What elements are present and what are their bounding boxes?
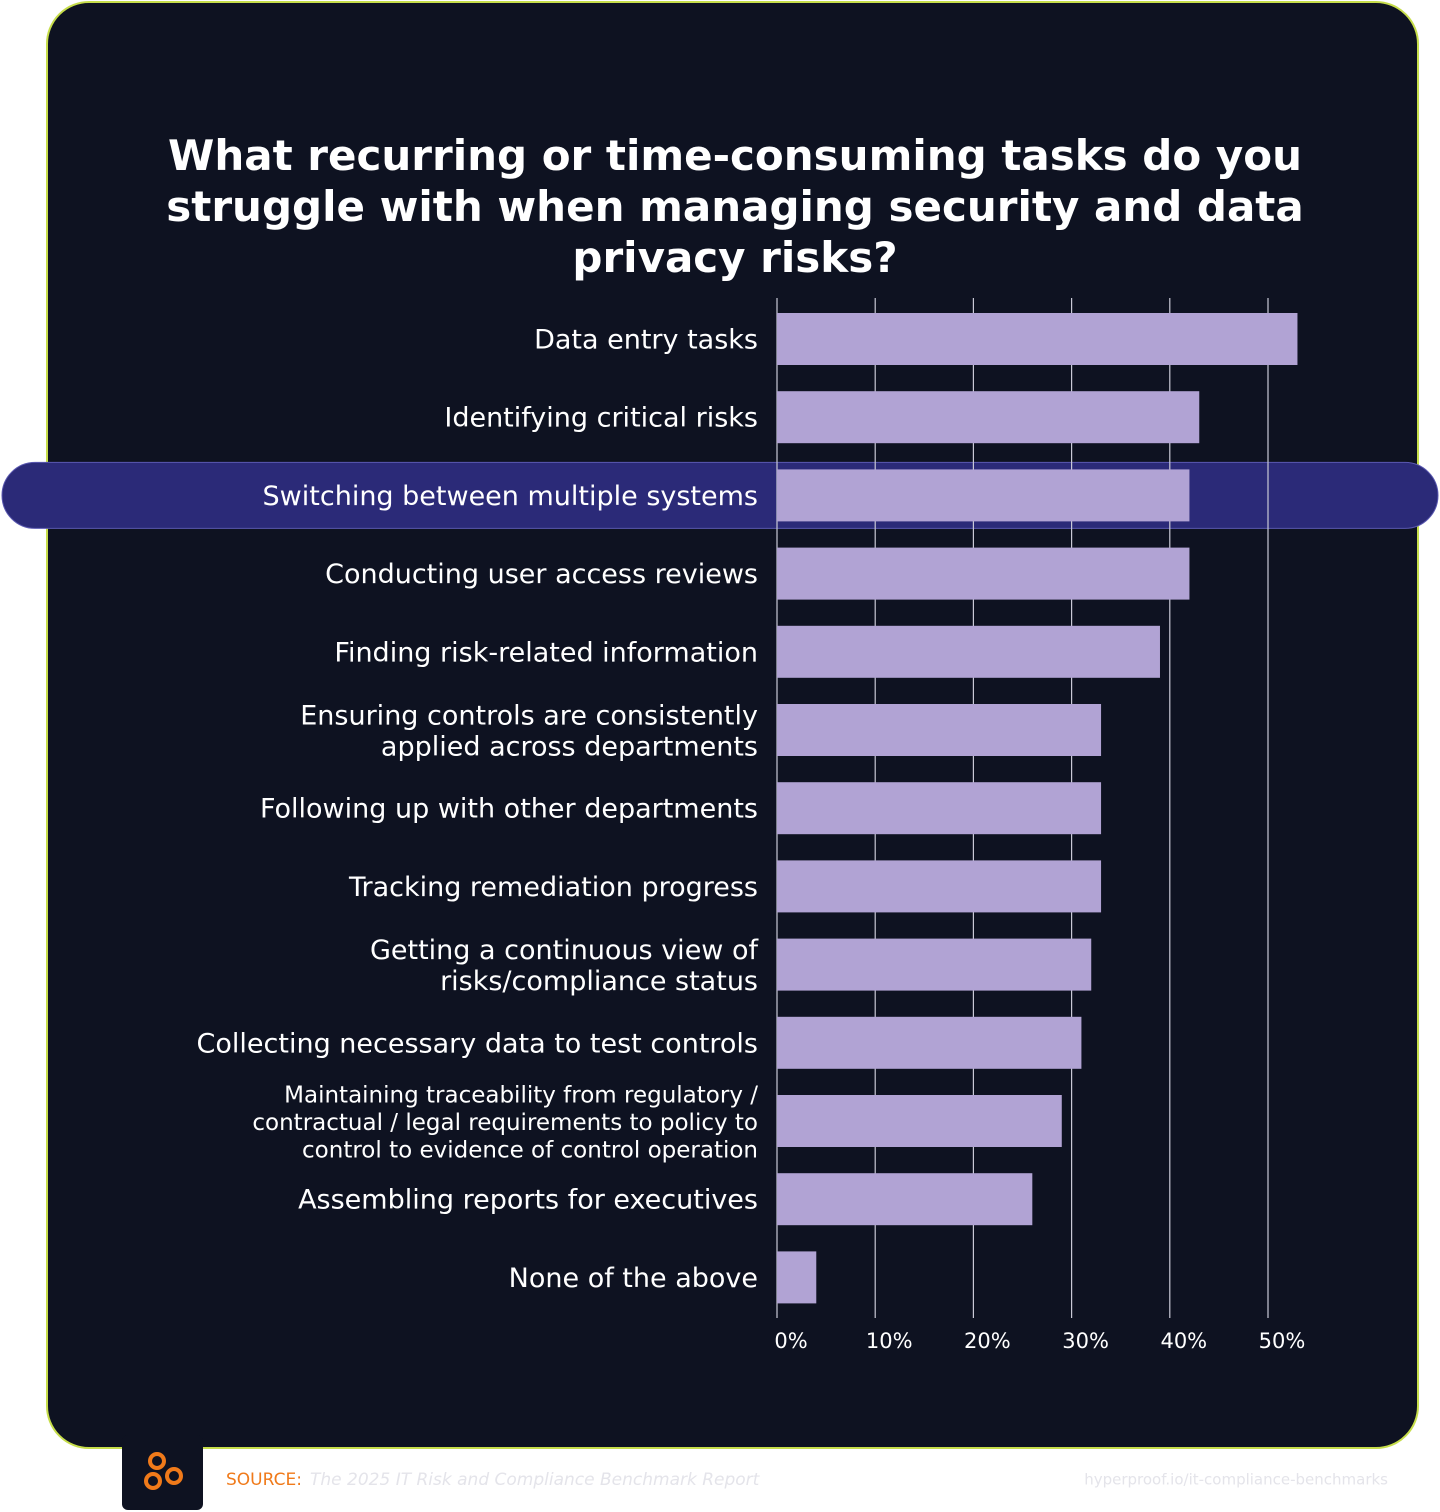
logo <box>122 1435 203 1510</box>
source-url: hyperproof.io/it-compliance-benchmarks <box>1084 1471 1388 1489</box>
x-tick-label: 0% <box>774 1329 807 1353</box>
chart-title: What recurring or time-consuming tasks d… <box>166 131 1303 282</box>
y-tick-label: Following up with other departments <box>260 794 758 825</box>
y-tick-label: Conducting user access reviews <box>325 559 758 590</box>
bar <box>777 391 1200 444</box>
y-tick-label: Ensuring controls are consistently applie… <box>300 700 758 762</box>
y-tick-label: Finding risk-related information <box>334 637 758 668</box>
x-tick-label: 10% <box>866 1329 913 1353</box>
y-tick-label: Tracking remediation progress <box>348 872 758 903</box>
bar <box>777 860 1102 913</box>
y-tick-label: Data entry tasks <box>534 325 758 356</box>
x-tick-label: 40% <box>1160 1329 1207 1353</box>
y-tick-label: Getting a continuous view of risks/compli… <box>370 935 760 997</box>
logo-dot <box>144 1472 162 1490</box>
bar <box>777 625 1160 678</box>
bar <box>777 1173 1033 1226</box>
bar <box>777 1251 817 1304</box>
bar <box>777 938 1092 991</box>
y-tick-label: Assembling reports for executives <box>298 1185 758 1216</box>
logo-dot <box>148 1452 166 1470</box>
x-tick-label: 50% <box>1259 1329 1306 1353</box>
source: The 2025 IT Risk and Compliance Benchmar… <box>310 1470 761 1490</box>
bar <box>777 1016 1082 1069</box>
bar <box>777 469 1190 522</box>
y-tick-label: Identifying critical risks <box>444 403 758 434</box>
x-tick-label: 30% <box>1062 1329 1109 1353</box>
bar <box>777 1095 1062 1147</box>
source-label: SOURCE: <box>226 1470 302 1490</box>
y-tick-label: None of the above <box>509 1263 758 1294</box>
x-tick-label: 20% <box>964 1329 1011 1353</box>
bar <box>777 782 1102 835</box>
y-tick-label: Maintaining traceability from regulatory… <box>252 1082 758 1163</box>
logo-dot <box>165 1467 183 1485</box>
bar <box>777 547 1190 600</box>
y-tick-label: Switching between multiple systems <box>263 481 758 512</box>
y-tick-label: Collecting necessary data to test contro… <box>197 1028 758 1059</box>
bar <box>777 313 1298 365</box>
bar <box>777 704 1102 756</box>
